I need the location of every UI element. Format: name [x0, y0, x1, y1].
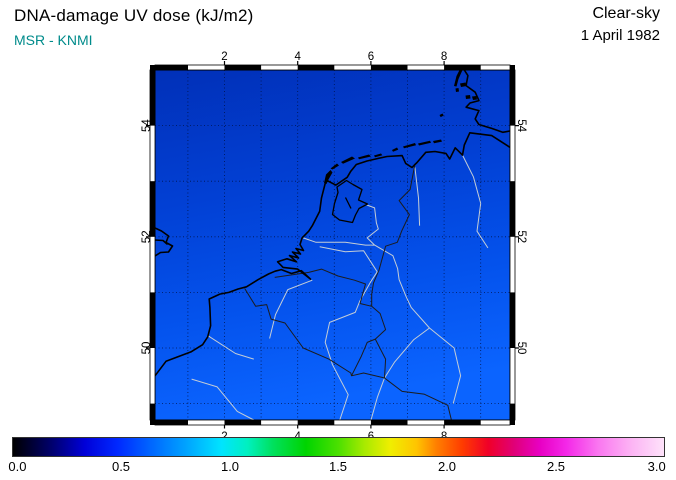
coastline	[154, 69, 511, 377]
lon-label-top: 6	[368, 51, 374, 63]
lon-label-top: 2	[221, 51, 227, 63]
lat-label-left: 50	[141, 342, 153, 355]
page-title: DNA-damage UV dose (kJ/m2)	[14, 6, 254, 25]
colorbar-tick-label: 3.0	[647, 459, 666, 474]
lat-label-right: 50	[515, 342, 527, 355]
lat-label-left: 52	[141, 230, 153, 243]
colorbar-tick-label: 1.5	[328, 459, 348, 474]
rivers	[191, 154, 489, 421]
colorbar-tick-label: 2.0	[437, 459, 457, 474]
header-right: Clear-sky 1 April 1982	[581, 5, 660, 44]
date-label: 1 April 1982	[580, 27, 660, 44]
map-panel: 2 4 6 8 2 4 6 8 54 52 50 54 52 50	[141, 51, 527, 443]
lat-label-left: 54	[141, 119, 153, 132]
colorbar-tick-label: 0.5	[111, 459, 131, 474]
lat-label-right: 54	[515, 119, 527, 132]
colorbar-tick-label: 2.5	[546, 459, 566, 474]
lon-label-top: 8	[441, 51, 447, 63]
frame-ticks	[146, 61, 519, 429]
colorbar-gradient	[12, 437, 665, 457]
source-label: MSR - KNMI	[14, 32, 93, 48]
colorbar-tick-label: 1.0	[220, 459, 240, 474]
map-frame	[149, 64, 516, 426]
country-borders	[244, 164, 452, 421]
sky-condition-label: Clear-sky	[592, 5, 660, 22]
colorbar-tick-label: 0.0	[8, 459, 27, 474]
lon-label-top: 4	[294, 51, 301, 63]
uv-field	[154, 69, 511, 421]
ijsselmeer-outline	[331, 179, 369, 224]
lat-label-right: 52	[515, 230, 527, 243]
